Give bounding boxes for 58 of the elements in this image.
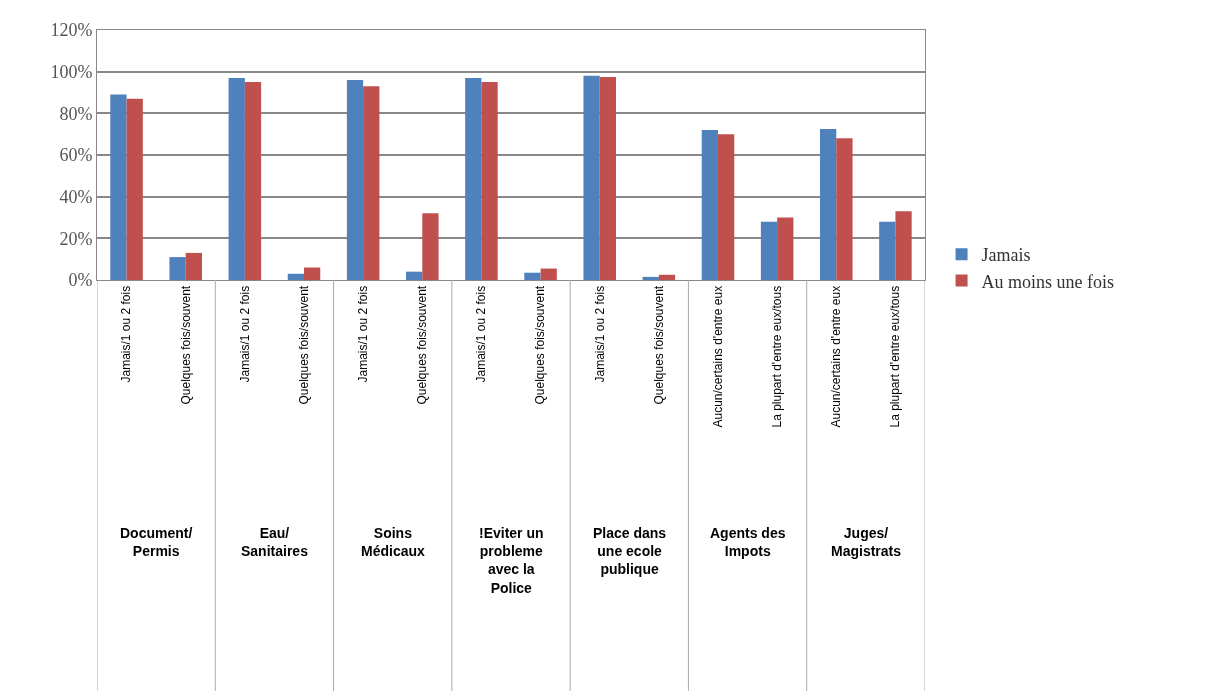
x-tick-label: Quelques fois/souvent (296, 285, 311, 405)
legend-label: Jamais (981, 245, 1031, 266)
x-tick-label: Quelques fois/souvent (533, 285, 548, 405)
bar (642, 276, 659, 280)
y-tick-label: 80% (59, 103, 93, 124)
bar (406, 271, 423, 280)
text: Agents des Impots (710, 525, 786, 560)
bar (481, 82, 498, 280)
y-tick-label: 60% (59, 145, 93, 166)
x-tick-label: Quelques fois/souvent (651, 285, 666, 405)
x-tick-label: Quelques fois/souvent (178, 285, 193, 405)
x-tick-label: Aucun/certains d'entre eux (710, 285, 725, 428)
x-tick-label: Jamais/1 ou 2 fois (592, 285, 607, 383)
text: !Eviter un probleme avec la Police (479, 525, 544, 596)
bar (760, 221, 778, 280)
bar (346, 80, 364, 280)
x-tick-label: La plupart d'entre eux/tous (770, 285, 785, 428)
bar (304, 267, 321, 280)
bar (658, 274, 676, 280)
bar (895, 211, 912, 280)
bar (718, 134, 735, 280)
text: Juges/ Magistrats (831, 525, 902, 560)
bar (363, 86, 380, 280)
x-tick-label: Jamais/1 ou 2 fois (237, 285, 252, 383)
bar (599, 76, 616, 280)
x-tick-label: Quelques fois/souvent (415, 285, 430, 405)
bar (701, 130, 718, 280)
bar (465, 77, 482, 280)
bar (820, 128, 837, 280)
x-tick-label: Jamais/1 ou 2 fois (474, 285, 489, 383)
x-tick-label: Aucun/certains d'entre eux (829, 285, 844, 428)
y-tick-label: 100% (50, 61, 93, 82)
bar (524, 272, 541, 280)
bar (836, 138, 853, 280)
text: Soins Médicaux (361, 525, 426, 560)
y-tick-label: 40% (59, 186, 93, 207)
text: Eau/ Sanitaires (241, 525, 309, 560)
bar (228, 77, 245, 280)
text: Document/ Permis (120, 525, 193, 560)
x-tick-label: Jamais/1 ou 2 fois (356, 285, 371, 383)
bar (244, 82, 262, 280)
y-tick-label: 120% (50, 20, 93, 41)
bar (110, 94, 127, 280)
bar (777, 217, 794, 280)
legend-label: Au moins une fois (981, 271, 1115, 292)
bar (540, 268, 557, 280)
bar (583, 75, 600, 280)
x-tick-label: Jamais/1 ou 2 fois (119, 285, 134, 383)
bar (126, 98, 143, 280)
y-tick-label: 20% (59, 228, 93, 249)
bar (287, 273, 304, 280)
bar (422, 213, 439, 280)
x-tick-label: La plupart d'entre eux/tous (888, 285, 903, 428)
y-tick-label: 0% (68, 270, 93, 291)
text: Place dans une ecole publique (593, 525, 667, 578)
bar (879, 221, 896, 280)
bar (185, 252, 202, 280)
bar (169, 257, 186, 280)
